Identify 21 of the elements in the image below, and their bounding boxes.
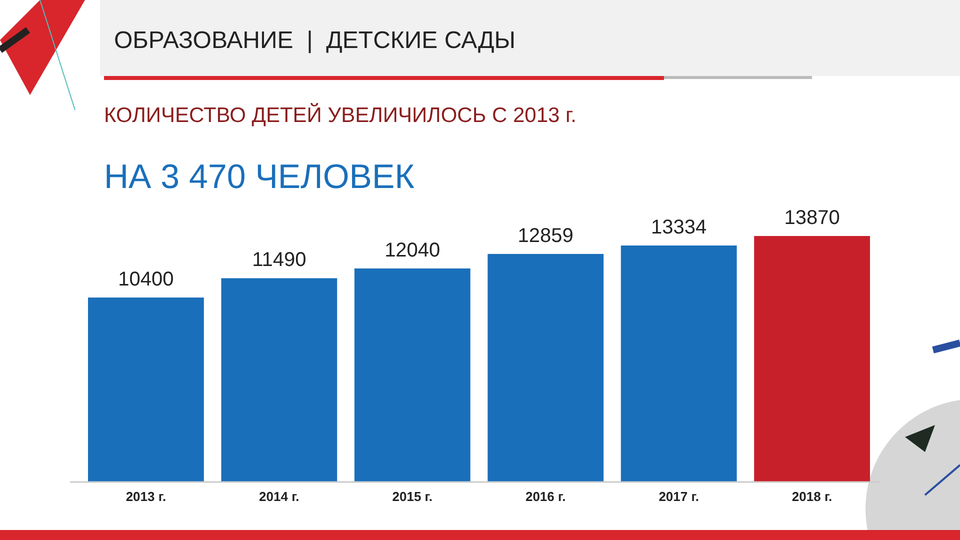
bar	[488, 254, 604, 482]
data-label: 13334	[651, 216, 707, 239]
x-tick-label: 2014 г.	[259, 489, 300, 504]
x-tick-label: 2013 г.	[126, 489, 166, 504]
chart-subtitle: КОЛИЧЕСТВО ДЕТЕЙ УВЕЛИЧИЛОСЬ С 2013 г.	[104, 103, 576, 127]
x-tick-label: 2015 г.	[392, 489, 433, 504]
data-label: 13870	[784, 207, 840, 229]
x-tick-label: 2018 г.	[792, 489, 832, 504]
bar	[354, 268, 470, 482]
data-label: 11490	[252, 249, 306, 272]
x-tick-label: 2017 г.	[658, 489, 699, 504]
bar	[620, 246, 737, 482]
data-label: 12859	[518, 224, 574, 247]
text: НА 3 470 ЧЕЛОВЕК	[104, 158, 415, 196]
data-label: 10400	[118, 268, 174, 291]
x-tick-label: 2016 г.	[525, 489, 566, 504]
bar	[754, 236, 870, 482]
bar	[221, 278, 338, 482]
bar	[88, 298, 204, 482]
chart-title: ОБРАЗОВАНИЕ | ДЕТСКИЕ САДЫ	[114, 27, 516, 54]
data-label: 12040	[384, 239, 440, 262]
